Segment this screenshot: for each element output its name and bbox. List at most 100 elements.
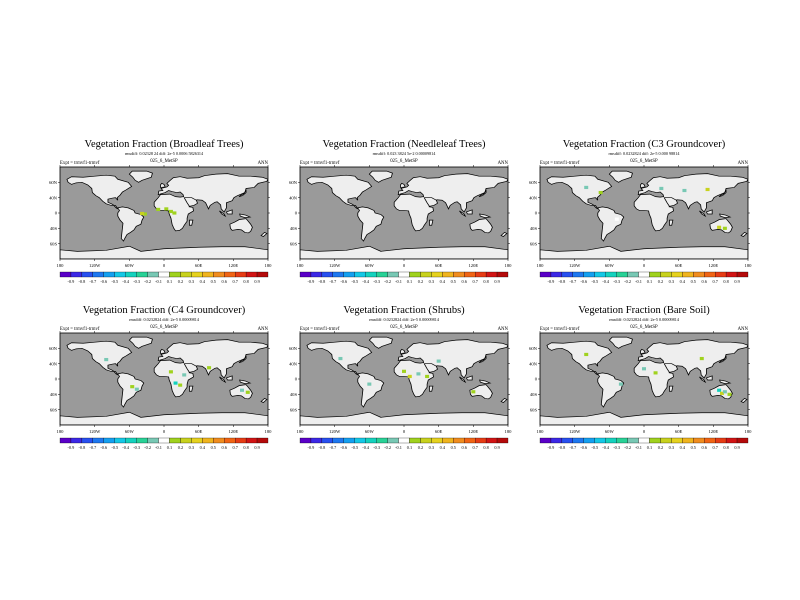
colorbar-label: -0.5 (111, 279, 118, 284)
colorbar-swatch (464, 437, 476, 444)
colorbar-label: -0.4 (362, 279, 370, 284)
colorbar-swatch (245, 437, 258, 444)
colorbar: -0.9 -0.8 -0.7 -0.6 -0.5 -0.4 -0.3 -0.2 -0.1 0.1 0… (59, 437, 269, 450)
colorbar-swatch (398, 271, 410, 278)
colorbar-swatch (496, 437, 509, 444)
colorbar-label: -0.3 (613, 445, 620, 450)
colorbar-swatch (376, 437, 388, 444)
anomaly-cell (245, 390, 250, 394)
anomaly-cell (705, 187, 710, 192)
x-tick-label: 120W (89, 429, 101, 434)
y-tick-label: 40N (289, 195, 298, 200)
map-panel: Vegetation Fraction (Broadleaf Trees)rms… (49, 139, 272, 284)
colorbar-label: 0.3 (189, 445, 194, 450)
colorbar-label: -0.2 (624, 445, 631, 450)
colorbar-swatch (682, 437, 694, 444)
anomaly-cell (722, 390, 727, 394)
colorbar-swatch (147, 437, 159, 444)
panel-case: 025_6_MetSP (390, 325, 418, 330)
y-tick-label: 40S (530, 226, 538, 231)
colorbar-swatch (354, 271, 366, 278)
colorbar-swatch (649, 271, 661, 278)
colorbar-label: 0.3 (429, 279, 434, 284)
colorbar-swatch (387, 437, 399, 444)
colorbar-label: 0.1 (167, 445, 172, 450)
colorbar-label: -0.1 (395, 445, 402, 450)
colorbar-label: -0.4 (122, 445, 130, 450)
y-tick-label: 60S (50, 241, 58, 246)
colorbar-label: -0.4 (362, 445, 370, 450)
panel-case: 025_6_MetSP (390, 159, 418, 164)
colorbar-label: 0.6 (462, 445, 468, 450)
colorbar-label: -0.5 (351, 279, 358, 284)
anomaly-cell (584, 185, 589, 190)
x-tick-label: 120W (569, 429, 581, 434)
colorbar-label: -0.1 (635, 279, 642, 284)
colorbar-swatch (627, 271, 639, 278)
colorbar-swatch (235, 437, 247, 444)
y-tick-label: 60N (49, 180, 58, 185)
anomaly-cell (134, 387, 139, 391)
anomaly-cell (130, 385, 135, 389)
colorbar-label: -0.6 (340, 279, 348, 284)
colorbar-label: -0.8 (558, 279, 565, 284)
colorbar: -0.9 -0.8 -0.7 -0.6 -0.5 -0.4 -0.3 -0.2 -0.1 0.1 0… (539, 271, 749, 284)
y-tick-label: 40S (530, 392, 538, 397)
colorbar-swatch (70, 271, 83, 278)
x-tick-label: 180 (265, 429, 273, 434)
panel-stats: rmsdiff: 0.0232824 diff: 2e-5 0.00009814 (369, 317, 440, 322)
anomaly-cell (173, 381, 178, 385)
colorbar-swatch (605, 437, 617, 444)
colorbar-swatch (321, 437, 333, 444)
map-panel: Vegetation Fraction (C3 Groundcover)rmsd… (529, 139, 752, 284)
colorbar-label: -0.2 (384, 445, 391, 450)
colorbar-label: 0.7 (712, 445, 718, 450)
colorbar-label: 0.8 (483, 279, 488, 284)
colorbar-swatch (453, 437, 465, 444)
colorbar-swatch (92, 437, 104, 444)
colorbar-swatch (321, 271, 333, 278)
colorbar-swatch (453, 271, 465, 278)
colorbar-label: 0.4 (680, 445, 686, 450)
colorbar-label: -0.9 (548, 279, 555, 284)
colorbar-swatch (693, 271, 705, 278)
x-tick-label: 180 (297, 263, 305, 268)
panel-expt: Expt = trmvf1-trmvf (300, 161, 340, 166)
colorbar-swatch (715, 271, 727, 278)
colorbar-label: -0.7 (89, 445, 97, 450)
colorbar-label: -0.7 (89, 279, 97, 284)
colorbar-swatch (682, 271, 694, 278)
panel-expt: Expt = trmvf1-trmvf (300, 327, 340, 332)
colorbar-label: -0.6 (580, 279, 588, 284)
colorbar-swatch (660, 437, 672, 444)
colorbar-label: 0.7 (472, 279, 478, 284)
anomaly-cell (699, 356, 704, 361)
anomaly-cell (182, 373, 187, 377)
colorbar-label: 0.3 (189, 279, 194, 284)
y-tick-label: 60S (50, 407, 58, 412)
y-tick-label: 60N (529, 346, 538, 351)
anomaly-cell (164, 207, 169, 211)
colorbar-swatch (594, 437, 606, 444)
y-tick-label: 40N (49, 195, 58, 200)
panel-title: Vegetation Fraction (Bare Soil) (578, 305, 710, 316)
panel-case: 025_6_MetSP (630, 325, 658, 330)
x-tick-label: 120W (569, 263, 581, 268)
panel-expt: Expt = trmvf1-trmvf (60, 327, 100, 332)
y-tick-label: 60S (530, 407, 538, 412)
colorbar-label: -0.5 (591, 279, 598, 284)
colorbar-label: -0.6 (100, 279, 108, 284)
colorbar-swatch (213, 271, 225, 278)
colorbar-swatch (409, 437, 421, 444)
colorbar-swatch (485, 271, 498, 278)
anomaly-cell (402, 369, 406, 373)
colorbar-swatch (464, 271, 476, 278)
colorbar-swatch (343, 271, 355, 278)
x-tick-label: 120W (329, 429, 341, 434)
colorbar-label: 0.4 (440, 445, 446, 450)
panel-season: ANN (498, 161, 509, 166)
anomaly-cell (682, 188, 687, 193)
x-tick-label: 60W (605, 263, 615, 268)
colorbar-swatch (409, 271, 421, 278)
